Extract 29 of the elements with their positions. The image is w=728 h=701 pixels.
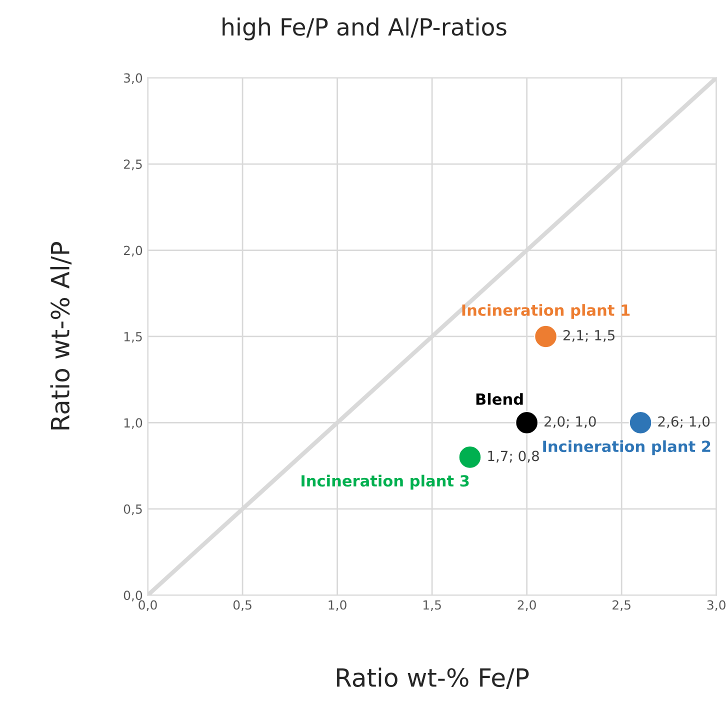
y-tick-label: 0,5 (124, 504, 142, 516)
y-tick-label: 0,0 (124, 590, 142, 602)
point (458, 445, 482, 469)
x-tick-label: 1,5 (424, 600, 441, 611)
data-label: 2,6; 1,0 (658, 416, 710, 428)
x-axis-title: Ratio wt-% Fe/P (337, 668, 529, 689)
x-tick-label: 1,0 (328, 600, 346, 611)
series-label: Incineration plant 2 (543, 440, 710, 456)
data-label: 2,0; 1,0 (544, 416, 596, 428)
x-tick-label: 0,0 (138, 600, 157, 611)
y-axis-title: Ratio wt-% Al/P (50, 242, 72, 430)
series-label: Incineration plant 1 (462, 304, 630, 319)
point (515, 410, 539, 434)
series-label: Blend (476, 393, 523, 405)
y-tick-label: 2,0 (124, 246, 142, 256)
y-tick-label: 2,5 (124, 160, 142, 170)
data-label: 2,1; 1,5 (563, 330, 615, 342)
y-tick-label: 1,5 (124, 332, 142, 343)
data-label: 1,7; 0,8 (488, 450, 539, 463)
point (534, 324, 558, 348)
x-tick-label: 2,0 (518, 600, 536, 611)
point (628, 410, 652, 434)
y-tick-label: 3,0 (124, 73, 142, 84)
x-tick-label: 0,5 (233, 600, 252, 611)
y-tick-label: 1,0 (124, 418, 142, 429)
x-tick-label: 2,5 (612, 600, 630, 611)
series-label: Incineration plant 3 (302, 474, 469, 490)
x-tick-label: 3,0 (707, 600, 726, 611)
chart-title: high Fe/P and Al/P-ratios (222, 18, 506, 40)
